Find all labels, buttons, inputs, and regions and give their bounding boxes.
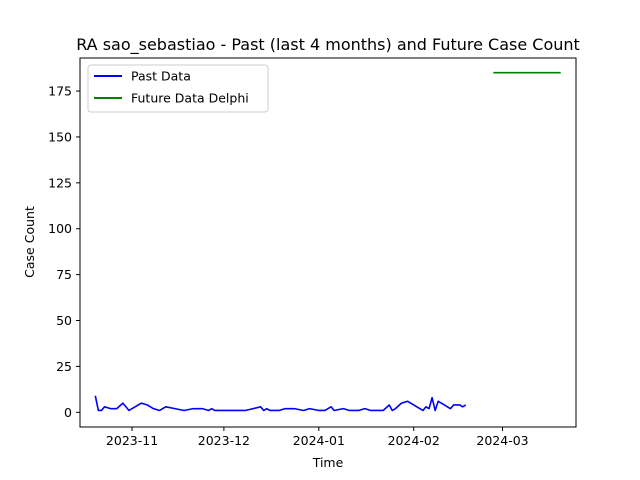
x-tick-label: 2024-02 bbox=[388, 433, 440, 448]
x-axis: 2023-11 2023-12 2024-01 2024-02 2024-03 bbox=[106, 427, 529, 448]
y-tick-label: 100 bbox=[48, 221, 72, 236]
series-layer bbox=[94, 71, 561, 412]
y-tick-label: 175 bbox=[48, 84, 72, 99]
y-tick-label: 125 bbox=[48, 175, 72, 190]
legend-label-past: Past Data bbox=[131, 69, 191, 84]
chart-title: RA sao_sebastiao - Past (last 4 months) … bbox=[76, 35, 580, 55]
legend-box bbox=[87, 64, 269, 113]
x-tick-label: 2023-12 bbox=[198, 433, 250, 448]
plot-area: 2023-11 2023-12 2024-01 2024-02 2024-03 0 25 5… bbox=[48, 57, 577, 448]
legend-label-future: Future Data Delphi bbox=[131, 91, 249, 106]
x-tick-label: 2024-03 bbox=[476, 433, 528, 448]
series-line-past-data bbox=[94, 395, 467, 412]
x-tick-label: 2023-11 bbox=[106, 433, 158, 448]
y-tick-label: 150 bbox=[48, 129, 72, 144]
x-axis-label: Time bbox=[312, 455, 344, 470]
y-tick-label: 25 bbox=[56, 359, 72, 374]
legend: Past Data Future Data Delphi bbox=[87, 64, 269, 113]
y-axis: 0 25 50 75 100 125 150 175 bbox=[48, 84, 80, 420]
x-tick-label: 2024-01 bbox=[293, 433, 345, 448]
y-tick-label: 50 bbox=[56, 313, 72, 328]
y-tick-label: 75 bbox=[56, 267, 72, 282]
y-tick-label: 0 bbox=[64, 405, 72, 420]
y-axis-label: Case Count bbox=[22, 206, 37, 278]
plot-frame bbox=[79, 57, 577, 428]
